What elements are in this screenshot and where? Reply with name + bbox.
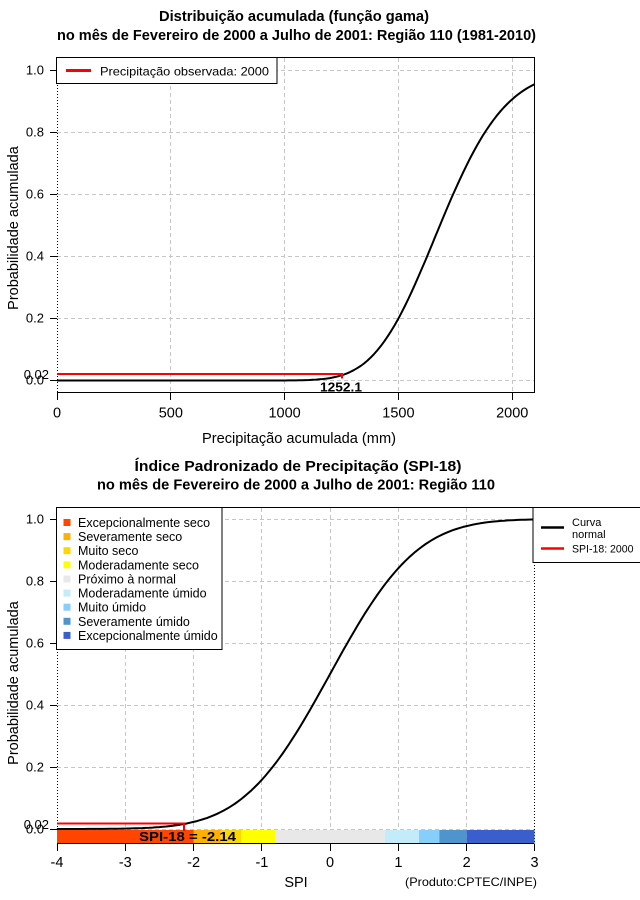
svg-text:-3: -3 xyxy=(119,855,132,871)
svg-text:0.0: 0.0 xyxy=(26,822,44,837)
svg-text:0.8: 0.8 xyxy=(26,125,44,140)
svg-text:(Produto:CPTEC/INPE): (Produto:CPTEC/INPE) xyxy=(405,875,537,889)
svg-text:Curva: Curva xyxy=(572,517,602,529)
svg-text:Muito úmido: Muito úmido xyxy=(78,601,146,615)
svg-text:0.2: 0.2 xyxy=(26,311,44,326)
svg-text:Severamente úmido: Severamente úmido xyxy=(78,615,190,629)
svg-text:1: 1 xyxy=(394,855,402,871)
svg-text:1.0: 1.0 xyxy=(26,63,44,78)
svg-text:Probabilidade acumulada: Probabilidade acumulada xyxy=(6,600,22,765)
svg-text:0: 0 xyxy=(53,406,61,422)
svg-text:500: 500 xyxy=(159,406,183,422)
svg-text:-4: -4 xyxy=(51,855,64,871)
svg-text:Severamente seco: Severamente seco xyxy=(78,530,182,544)
svg-text:1252.1: 1252.1 xyxy=(320,381,362,395)
svg-text:Próximo à normal: Próximo à normal xyxy=(78,573,176,587)
svg-text:0.2: 0.2 xyxy=(26,760,44,775)
svg-text:0.6: 0.6 xyxy=(26,636,44,651)
svg-text:0.8: 0.8 xyxy=(26,574,44,589)
svg-text:Precipitação acumulada (mm): Precipitação acumulada (mm) xyxy=(202,431,396,447)
svg-text:Muito seco: Muito seco xyxy=(78,544,138,558)
svg-text:3: 3 xyxy=(530,855,538,871)
svg-text:0.0: 0.0 xyxy=(26,373,44,388)
svg-text:0.4: 0.4 xyxy=(26,698,44,713)
svg-text:-2: -2 xyxy=(187,855,200,871)
svg-text:-1: -1 xyxy=(255,855,268,871)
svg-text:Precipitação observada: 2000: Precipitação observada: 2000 xyxy=(100,65,269,79)
svg-text:Excepcionalmente úmido: Excepcionalmente úmido xyxy=(78,629,218,643)
svg-text:no mês de Fevereiro de 2000 a: no mês de Fevereiro de 2000 a Julho de 2… xyxy=(97,478,495,494)
svg-text:SPI-18 = -2.14: SPI-18 = -2.14 xyxy=(139,829,237,844)
svg-text:2000: 2000 xyxy=(496,406,528,422)
svg-text:Distribuição acumulada (função: Distribuição acumulada (função gama) xyxy=(159,9,429,25)
svg-text:1.0: 1.0 xyxy=(26,512,44,527)
svg-text:SPI: SPI xyxy=(284,875,307,891)
svg-text:Excepcionalmente seco: Excepcionalmente seco xyxy=(78,516,210,530)
svg-text:0.6: 0.6 xyxy=(26,187,44,202)
svg-text:0.02: 0.02 xyxy=(24,817,49,832)
svg-text:Probabilidade acumulada: Probabilidade acumulada xyxy=(6,145,22,310)
svg-text:1500: 1500 xyxy=(382,406,414,422)
svg-text:Índice Padronizado de Precipit: Índice Padronizado de Precipitação (SPI-… xyxy=(135,458,462,475)
svg-text:0.4: 0.4 xyxy=(26,249,44,264)
svg-text:2: 2 xyxy=(463,855,471,871)
svg-text:Moderadamente úmido: Moderadamente úmido xyxy=(78,587,207,601)
svg-text:no mês de Fevereiro de 2000 a: no mês de Fevereiro de 2000 a Julho de 2… xyxy=(57,28,536,44)
svg-text:0: 0 xyxy=(326,855,334,871)
svg-text:normal: normal xyxy=(572,529,606,541)
svg-text:SPI-18: 2000: SPI-18: 2000 xyxy=(572,544,634,556)
svg-text:1000: 1000 xyxy=(268,406,300,422)
svg-text:0.02: 0.02 xyxy=(24,367,49,382)
svg-text:Moderadamente seco: Moderadamente seco xyxy=(78,558,199,572)
